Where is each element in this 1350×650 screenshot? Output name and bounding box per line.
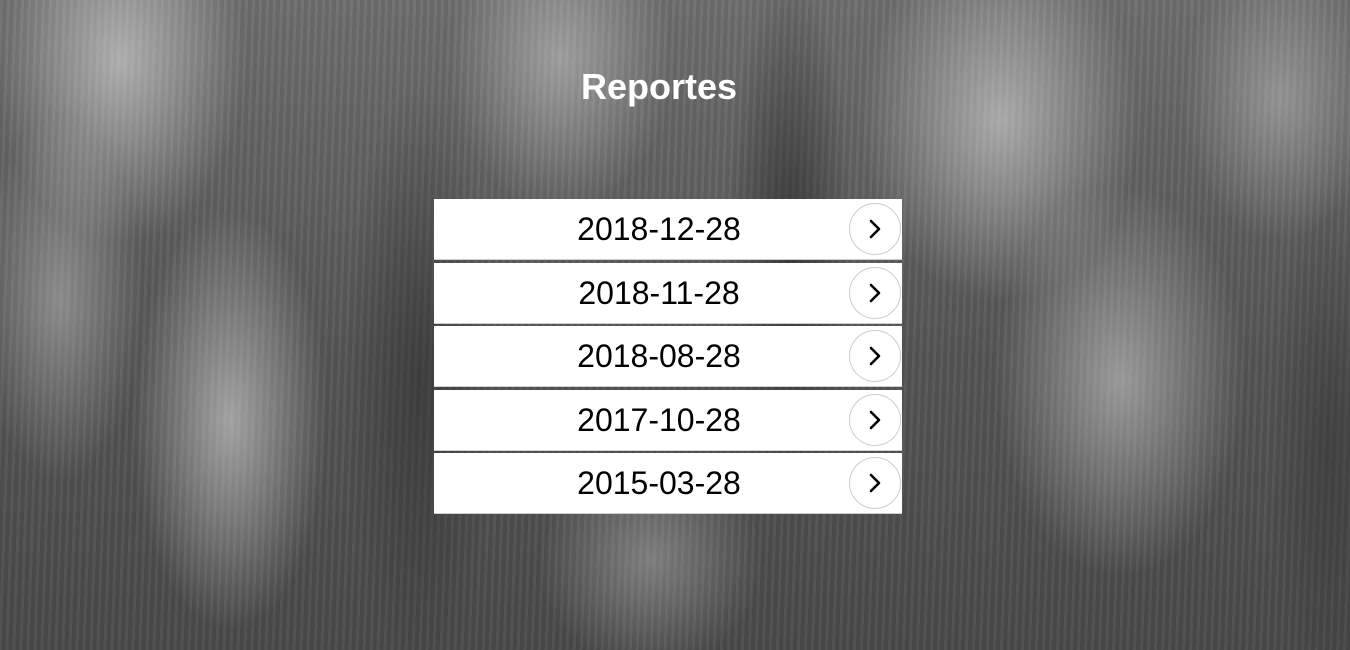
page-title: Reportes xyxy=(580,66,738,107)
report-list-item[interactable]: 2017-10-28 xyxy=(434,389,902,451)
report-list-item[interactable]: 2018-12-28 xyxy=(434,199,902,260)
report-list-item[interactable]: 2018-11-28 xyxy=(434,262,902,324)
report-list: 2018-12-28 2018-11-28 2018-08-28 2017-10… xyxy=(434,199,902,517)
open-report-button[interactable] xyxy=(849,203,901,255)
chevron-right-icon xyxy=(869,283,881,302)
report-date: 2017-10-28 xyxy=(577,401,741,438)
open-report-button[interactable] xyxy=(849,457,901,509)
open-report-button[interactable] xyxy=(849,330,901,382)
report-date: 2015-03-28 xyxy=(577,465,741,501)
report-list-item[interactable]: 2018-08-28 xyxy=(434,326,902,387)
chevron-right-icon xyxy=(869,473,881,493)
chevron-right-icon xyxy=(869,410,881,429)
chevron-right-icon xyxy=(869,219,881,239)
report-date: 2018-12-28 xyxy=(577,211,741,247)
report-list-item[interactable]: 2015-03-28 xyxy=(434,453,902,514)
open-report-button[interactable] xyxy=(849,266,901,319)
open-report-button[interactable] xyxy=(849,393,901,446)
report-date: 2018-11-28 xyxy=(578,274,740,311)
chevron-right-icon xyxy=(869,346,881,366)
report-date: 2018-08-28 xyxy=(577,338,741,374)
